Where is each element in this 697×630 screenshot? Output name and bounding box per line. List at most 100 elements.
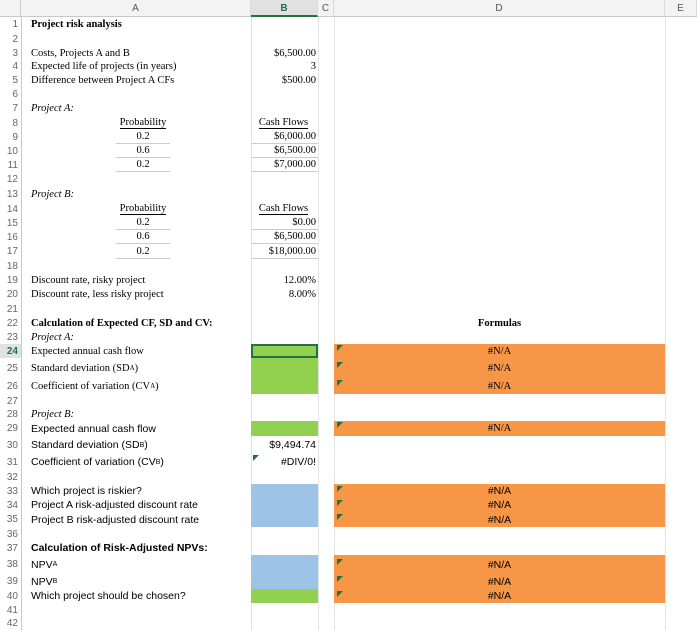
row-number[interactable]: 29	[0, 421, 21, 436]
row-number[interactable]: 39	[0, 574, 21, 589]
cell-a4[interactable]: Expected life of projects (in years)	[31, 61, 177, 72]
row-number[interactable]: 41	[0, 603, 21, 617]
column-header-a[interactable]: A	[21, 0, 251, 17]
cell-b16[interactable]: $6,500.00	[251, 230, 318, 244]
row-number[interactable]: 40	[0, 589, 21, 603]
cell-a19[interactable]: Discount rate, risky project	[31, 274, 146, 286]
cell-a5[interactable]: Difference between Project A CFs	[31, 74, 175, 86]
cell-a13[interactable]: Project B:	[31, 189, 75, 200]
cell-a35[interactable]: Project B risk-adjusted discount rate	[31, 513, 200, 526]
cell-a37[interactable]: Calculation of Risk-Adjusted NPVs:	[31, 542, 208, 554]
cell-b8-header[interactable]: Cash Flows	[251, 116, 318, 130]
row-number[interactable]: 10	[0, 144, 21, 158]
cell-b19[interactable]: 12.00%	[283, 274, 316, 286]
row-number[interactable]: 20	[0, 287, 21, 302]
cell-d33[interactable]: #N/A	[487, 485, 512, 497]
row-number[interactable]: 9	[0, 130, 21, 144]
cell-a39[interactable]: NPV B	[31, 575, 58, 588]
cell-d29[interactable]: #N/A	[334, 421, 665, 436]
cell-a31[interactable]: Coefficient of variation (CV B)	[31, 456, 164, 468]
cell-b15[interactable]: $0.00	[251, 216, 318, 230]
cell-a20[interactable]: Discount rate, less risky project	[31, 289, 164, 300]
row-number[interactable]: 31	[0, 454, 21, 470]
row-number[interactable]: 25	[0, 358, 21, 378]
cell-a30[interactable]: Standard deviation (SD B)	[31, 439, 148, 451]
cell-a10[interactable]: 0.6	[116, 144, 170, 158]
cell-a24[interactable]: Expected annual cash flow	[31, 345, 144, 357]
row-number[interactable]: 27	[0, 394, 21, 408]
row-number[interactable]: 33	[0, 484, 21, 498]
row-number[interactable]: 2	[0, 32, 21, 46]
row-number[interactable]: 35	[0, 512, 21, 527]
row-number[interactable]: 6	[0, 87, 21, 101]
row-number[interactable]: 5	[0, 73, 21, 87]
column-header-d[interactable]: D	[334, 0, 665, 17]
cell-b20[interactable]: 8.00%	[288, 289, 316, 300]
row-number[interactable]: 17	[0, 244, 21, 259]
row-number[interactable]: 37	[0, 541, 21, 555]
row-number[interactable]: 4	[0, 60, 21, 73]
cell-d39[interactable]: #N/A	[487, 575, 512, 588]
row-number[interactable]: 24	[0, 344, 21, 358]
cell-a17[interactable]: 0.2	[116, 244, 170, 259]
row-number[interactable]: 18	[0, 259, 21, 273]
cell-a3[interactable]: Costs, Projects A and B	[31, 47, 130, 59]
cell-b3[interactable]: $6,500.00	[274, 47, 316, 59]
row-number[interactable]: 22	[0, 316, 21, 331]
row-number[interactable]: 8	[0, 116, 21, 130]
cell-b31[interactable]: #DIV/0!	[280, 456, 316, 468]
cell-a25[interactable]: Standard deviation (SD A)	[31, 362, 139, 374]
cell-d34[interactable]: #N/A	[487, 499, 512, 511]
cell-b10[interactable]: $6,500.00	[251, 144, 318, 158]
cell-a26[interactable]: Coefficient of variation (CV A)	[31, 380, 159, 392]
column-header-b[interactable]: B	[251, 0, 318, 17]
select-all-corner[interactable]	[0, 0, 21, 17]
row-number[interactable]: 32	[0, 470, 21, 484]
cell-a29[interactable]: Expected annual cash flow	[31, 422, 156, 435]
row-number[interactable]: 26	[0, 378, 21, 394]
cell-d26[interactable]: #N/A	[487, 380, 512, 392]
cell-d35[interactable]: #N/A	[487, 513, 512, 526]
cell-a38[interactable]: NPV A	[31, 558, 58, 571]
row-number[interactable]: 23	[0, 331, 21, 344]
row-number[interactable]: 1	[0, 17, 21, 32]
cell-a7[interactable]: Project A:	[31, 103, 74, 114]
cell-a16[interactable]: 0.6	[116, 230, 170, 244]
cell-d38[interactable]: #N/A	[487, 558, 512, 571]
cell-b5[interactable]: $500.00	[281, 74, 316, 86]
cell-b29[interactable]	[251, 421, 318, 436]
row-number[interactable]: 11	[0, 158, 21, 172]
cell-b26[interactable]	[251, 378, 318, 394]
cell-b14-header[interactable]: Cash Flows	[251, 202, 318, 216]
column-header-e[interactable]: E	[665, 0, 697, 17]
row-number[interactable]: 36	[0, 527, 21, 541]
column-header-c[interactable]: C	[318, 0, 334, 17]
row-number[interactable]: 14	[0, 202, 21, 216]
row-number[interactable]: 42	[0, 617, 21, 630]
cell-b4[interactable]: 3	[310, 61, 316, 72]
cell-b24-selected[interactable]	[251, 344, 318, 358]
row-number[interactable]: 34	[0, 498, 21, 512]
cell-d24[interactable]: #N/A	[487, 345, 512, 357]
cell-a1-title[interactable]: Project risk analysis	[31, 19, 122, 30]
cell-b11[interactable]: $7,000.00	[251, 158, 318, 172]
cell-a40[interactable]: Which project should be chosen?	[31, 590, 186, 602]
row-number[interactable]: 15	[0, 216, 21, 230]
cell-b25[interactable]	[251, 358, 318, 378]
row-number[interactable]: 7	[0, 101, 21, 116]
cell-a33[interactable]: Which project is riskier?	[31, 485, 142, 497]
cell-b30[interactable]: $9,494.74	[269, 439, 316, 451]
cell-a9[interactable]: 0.2	[116, 130, 170, 144]
cell-b9[interactable]: $6,000.00	[251, 130, 318, 144]
cell-d25[interactable]: #N/A	[487, 362, 512, 374]
cell-a11[interactable]: 0.2	[116, 158, 170, 172]
row-number[interactable]: 30	[0, 436, 21, 454]
formulas-header[interactable]: Formulas	[477, 318, 522, 329]
row-number[interactable]: 28	[0, 408, 21, 421]
cell-a15[interactable]: 0.2	[116, 216, 170, 230]
row-number[interactable]: 3	[0, 46, 21, 60]
row-number[interactable]: 12	[0, 172, 21, 187]
row-number[interactable]: 13	[0, 187, 21, 202]
row-number[interactable]: 16	[0, 230, 21, 244]
cell-a34[interactable]: Project A risk-adjusted discount rate	[31, 499, 198, 511]
